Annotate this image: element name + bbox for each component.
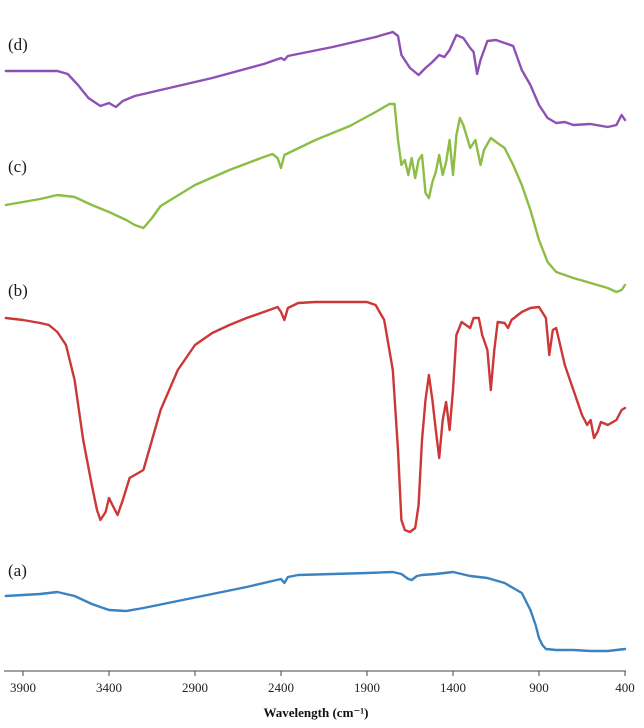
x-tick-label-400: 400 [615,680,635,695]
x-tick-label-2400: 2400 [268,680,294,695]
series-line-b [4,300,627,534]
x-tick-label-1900: 1900 [354,680,380,695]
curve-labels-layer: (d) (c) (b) (a) [8,35,28,580]
curves-layer [4,30,627,653]
series-line-d [4,30,627,129]
curve-label-b: (b) [8,281,28,300]
x-tick-label-2900: 2900 [182,680,208,695]
series-line-a [4,570,627,653]
x-tick-label-3400: 3400 [96,680,122,695]
x-axis-title: Wavelength (cm⁻¹) [264,705,369,720]
x-tick-label-3900: 3900 [10,680,36,695]
curve-label-a: (a) [8,561,27,580]
series-line-c [4,102,627,294]
x-tick-label-1400: 1400 [440,680,466,695]
curve-label-c: (c) [8,157,27,176]
x-axis: 3900 3400 2900 2400 1900 1400 900 400 Wavelengt… [4,670,635,720]
curve-label-d: (d) [8,35,28,54]
x-ticks: 3900 3400 2900 2400 1900 1400 900 400 [10,671,635,695]
x-tick-label-900: 900 [529,680,549,695]
